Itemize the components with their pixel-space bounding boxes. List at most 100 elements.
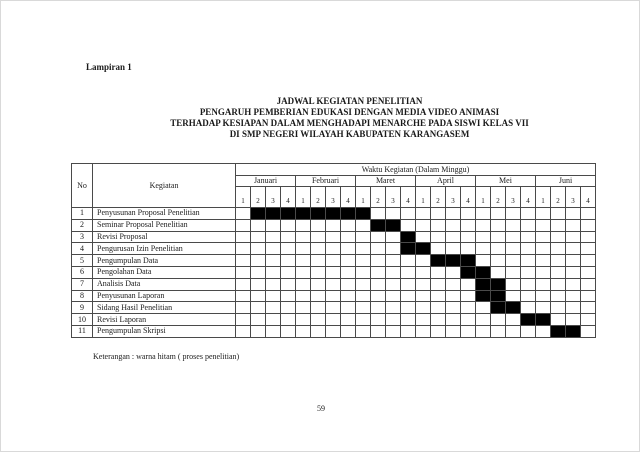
gantt-cell-empty <box>505 313 521 326</box>
title-line-2: PENGARUH PEMBERIAN EDUKASI DENGAN MEDIA … <box>199 107 500 117</box>
gantt-cell-empty <box>295 324 311 338</box>
gantt-cell-empty <box>265 242 281 256</box>
gantt-cell-empty <box>415 254 431 267</box>
gantt-cell-empty <box>385 301 401 315</box>
gantt-cell-empty <box>565 301 581 315</box>
gantt-cell-empty <box>520 254 536 267</box>
gantt-cell-empty <box>550 207 566 220</box>
gantt-cell-empty <box>280 230 296 244</box>
activity-number: 2 <box>71 218 93 232</box>
gantt-cell-empty <box>400 313 416 326</box>
activity-row: 4 Pengurusan Izin Penelitian <box>71 242 596 256</box>
gantt-cell-empty <box>460 301 476 315</box>
gantt-cell-empty <box>400 218 416 232</box>
gantt-cell-empty <box>265 230 281 244</box>
gantt-cell-empty <box>445 277 461 291</box>
gantt-cell-empty <box>235 277 251 291</box>
week-number-cell: 1 <box>355 186 371 208</box>
gantt-cell-empty <box>565 265 581 279</box>
activity-row: 11 Pengumpulan Skripsi <box>71 324 596 338</box>
gantt-cell-empty <box>400 277 416 291</box>
gantt-cell-empty <box>490 230 506 244</box>
document-title: JADWAL KEGIATAN PENELITIAN PENGARUH PEMB… <box>57 96 640 140</box>
gantt-cell-empty <box>445 242 461 256</box>
gantt-cell-empty <box>535 277 551 291</box>
gantt-cell-empty <box>445 289 461 303</box>
gantt-cell-empty <box>445 207 461 220</box>
gantt-cell-empty <box>415 265 431 279</box>
week-number-cell: 1 <box>535 186 551 208</box>
gantt-cell-empty <box>430 242 446 256</box>
gantt-cell-empty <box>445 265 461 279</box>
gantt-cell-empty <box>280 324 296 338</box>
activity-number: 5 <box>71 254 93 267</box>
gantt-cell-empty <box>535 218 551 232</box>
gantt-cell-empty <box>250 301 266 315</box>
gantt-cell-empty <box>235 218 251 232</box>
week-number-cell: 2 <box>430 186 446 208</box>
activity-row: 9 Sidang Hasil Penelitian <box>71 301 596 315</box>
gantt-cell-empty <box>355 277 371 291</box>
gantt-cell-empty <box>505 277 521 291</box>
gantt-cell-empty <box>580 313 596 326</box>
gantt-cell-empty <box>580 230 596 244</box>
gantt-cell-empty <box>340 289 356 303</box>
gantt-cell-empty <box>565 289 581 303</box>
gantt-cell-empty <box>250 265 266 279</box>
activity-row: 1 Penyusunan Proposal Penelitian <box>71 207 596 220</box>
gantt-cell-empty <box>580 301 596 315</box>
gantt-cell-empty <box>445 218 461 232</box>
gantt-cell-filled <box>505 301 521 315</box>
gantt-cell-filled <box>415 242 431 256</box>
gantt-cell-empty <box>280 313 296 326</box>
gantt-cell-empty <box>250 313 266 326</box>
gantt-cell-empty <box>550 230 566 244</box>
gantt-cell-filled <box>265 207 281 220</box>
gantt-cell-empty <box>340 265 356 279</box>
gantt-cell-empty <box>415 218 431 232</box>
gantt-cell-empty <box>370 301 386 315</box>
gantt-cell-empty <box>340 313 356 326</box>
activity-number: 7 <box>71 277 93 291</box>
gantt-cell-empty <box>535 230 551 244</box>
activity-number: 6 <box>71 265 93 279</box>
gantt-cell-empty <box>400 207 416 220</box>
activity-row: 8 Penyusunan Laporan <box>71 289 596 303</box>
week-number-cell: 1 <box>475 186 491 208</box>
gantt-cell-empty <box>310 265 326 279</box>
gantt-cell-empty <box>400 324 416 338</box>
gantt-cell-empty <box>490 242 506 256</box>
gantt-cell-empty <box>430 289 446 303</box>
gantt-cell-empty <box>490 218 506 232</box>
gantt-cell-filled <box>475 277 491 291</box>
activity-number: 9 <box>71 301 93 315</box>
gantt-cell-empty <box>355 218 371 232</box>
week-number-cell: 4 <box>460 186 476 208</box>
gantt-cell-empty <box>250 254 266 267</box>
gantt-cell-empty <box>235 254 251 267</box>
gantt-cell-empty <box>235 289 251 303</box>
gantt-cell-empty <box>280 242 296 256</box>
gantt-cell-empty <box>280 265 296 279</box>
gantt-cell-empty <box>430 218 446 232</box>
gantt-cell-filled <box>490 289 506 303</box>
title-line-3: TERHADAP KESIAPAN DALAM MENGHADAPI MENAR… <box>170 118 529 128</box>
gantt-cell-empty <box>310 301 326 315</box>
gantt-cell-empty <box>325 289 341 303</box>
gantt-cell-empty <box>265 324 281 338</box>
gantt-cell-empty <box>370 265 386 279</box>
gantt-cell-empty <box>460 289 476 303</box>
gantt-cell-empty <box>295 230 311 244</box>
gantt-cell-empty <box>385 289 401 303</box>
gantt-cell-empty <box>550 218 566 232</box>
gantt-cell-empty <box>430 207 446 220</box>
gantt-cell-empty <box>490 254 506 267</box>
gantt-cell-empty <box>565 242 581 256</box>
gantt-cell-empty <box>400 254 416 267</box>
gantt-cell-empty <box>520 277 536 291</box>
gantt-cell-empty <box>490 265 506 279</box>
gantt-cell-empty <box>310 254 326 267</box>
activity-label: Sidang Hasil Penelitian <box>92 301 236 315</box>
gantt-cell-empty <box>370 324 386 338</box>
